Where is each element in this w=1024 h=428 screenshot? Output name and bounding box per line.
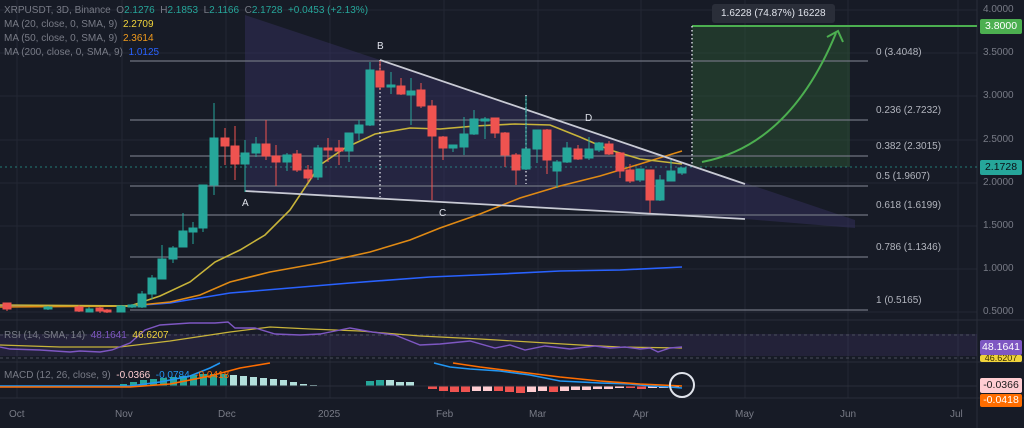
macd-signal-tag: -0.0418 (980, 394, 1022, 407)
macd-signal-value: -0.0418 (195, 370, 230, 381)
rsi-value-tag: 48.1641 (980, 340, 1022, 355)
macd-histogram (120, 374, 679, 393)
last-price-tag: 2.1728 (980, 160, 1022, 175)
rsi-ma-tag: 46.6207 (980, 355, 1022, 362)
ma20-value: 2.2709 (122, 19, 154, 30)
open-value: 2.1276 (124, 5, 155, 16)
point-b-label: B (377, 41, 384, 52)
ma50-legend[interactable]: MA (50, close, 0, SMA, 9) 2.3614 (4, 33, 154, 44)
macd-line-2 (433, 362, 683, 389)
wedge-trendlines[interactable] (244, 59, 746, 220)
ma200-legend[interactable]: MA (200, close, 0, SMA, 9) 1.0125 (4, 47, 160, 58)
change-value: +0.0453 (+2.13%) (287, 5, 369, 16)
ma20-legend[interactable]: MA (20, close, 0, SMA, 9) 2.2709 (4, 19, 154, 30)
macd-line (0, 362, 221, 387)
macd-hist-value: -0.0366 (116, 370, 151, 381)
close-value: 2.1728 (251, 5, 283, 16)
fib-label-0382: 0.382 (2.3015) (876, 141, 942, 152)
rsi-ma-line (0, 326, 683, 349)
rsi-line (0, 321, 683, 353)
macd-crossover-highlight[interactable] (669, 372, 695, 398)
ma20-line (0, 123, 683, 307)
ma200-line (0, 266, 683, 307)
fib-label-1: 1 (0.5165) (876, 295, 922, 306)
macd-legend[interactable]: MACD (12, 26, close, 9) -0.0366 -0.0784 … (4, 370, 230, 381)
candlesticks (2, 61, 687, 313)
symbol-legend[interactable]: XRPUSDT, 3D, Binance O2.1276 H2.1853 L2.… (4, 5, 369, 16)
rsi-legend[interactable]: RSI (14, SMA, 14) 48.1641 46.6207 (4, 330, 169, 341)
ma50-line (0, 150, 683, 308)
grid-vertical (16, 0, 959, 398)
fib-label-0: 0 (3.4048) (876, 47, 922, 58)
low-value: 2.1166 (209, 5, 240, 16)
target-price-tag: 3.8000 (980, 19, 1022, 34)
macd-hist-tag: -0.0366 (980, 378, 1022, 393)
rsi-band (0, 334, 977, 356)
macd-value: -0.0784 (155, 370, 190, 381)
point-d-label: D (585, 113, 593, 124)
measure-tooltip: 1.6228 (74.87%) 16228 (712, 4, 835, 23)
ma200-value: 1.0125 (128, 47, 160, 58)
rsi-ma-value: 46.6207 (132, 330, 169, 341)
fib-label-05: 0.5 (1.9607) (876, 171, 930, 182)
symbol-info: XRPUSDT, 3D, Binance (4, 5, 111, 16)
signal-line-2 (452, 362, 683, 387)
fib-label-0618: 0.618 (1.6199) (876, 200, 942, 211)
wedge-shade[interactable] (245, 15, 855, 228)
target-arrow[interactable] (701, 32, 837, 163)
point-c-label: C (439, 208, 447, 219)
signal-line (0, 362, 271, 388)
high-value: 2.1853 (167, 5, 199, 16)
fib-label-0786: 0.786 (1.1346) (876, 242, 942, 253)
rsi-value: 48.1641 (90, 330, 127, 341)
ma50-value: 2.3614 (122, 33, 154, 44)
arrow-head-icon (826, 29, 844, 43)
fib-label-0236: 0.236 (2.7232) (876, 105, 942, 116)
point-a-label: A (242, 198, 249, 209)
target-zone-box[interactable] (692, 26, 850, 167)
